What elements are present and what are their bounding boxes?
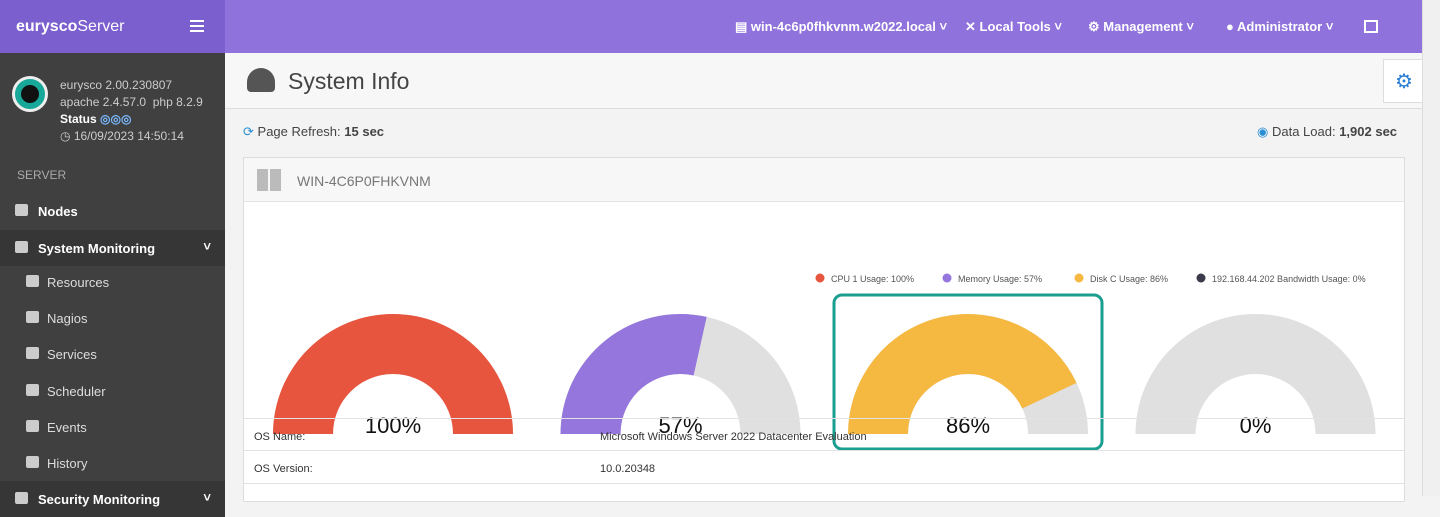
legend-label: Memory Usage: 57% — [958, 274, 1042, 284]
gauge-label: 100% — [365, 413, 421, 438]
page-title: System Info — [288, 68, 410, 94]
gauge-label: 57% — [658, 413, 702, 438]
nav-label: System Monitoring — [38, 241, 156, 256]
table-cell: OS Version: — [254, 463, 313, 475]
management-menu[interactable]: ⚙ Management ˅ — [1088, 19, 1194, 34]
nav-item[interactable]: Nagios — [0, 300, 225, 336]
gauge-value — [560, 314, 707, 434]
nav-label: Events — [47, 420, 87, 435]
chevron: ˅ — [203, 239, 211, 254]
status-label: Status — [60, 112, 97, 126]
main: System Info ⚙ ⟳ Page Refresh: 15 sec ◉ D… — [225, 53, 1425, 502]
admin-menu[interactable]: ● Administrator ˅ — [1226, 19, 1334, 34]
fullscreen-button[interactable] — [1364, 20, 1378, 33]
nav-item[interactable]: Services — [0, 336, 225, 372]
panel-header — [244, 158, 1404, 202]
title-bar — [225, 53, 1422, 109]
status-icons: ◎◎◎ — [100, 112, 132, 126]
nav-item[interactable]: Security Monitoring ˅ — [0, 481, 225, 517]
sidebar: eurysco 2.00.230807 apache 2.4.57.0 php … — [0, 53, 225, 517]
legend-label: CPU 1 Usage: 100% — [831, 274, 914, 284]
nav-icon — [15, 241, 28, 253]
nav-icon — [15, 204, 28, 216]
nav-label: Resources — [47, 275, 110, 290]
nav-label: Scheduler — [47, 384, 106, 399]
nav-label: Security Monitoring — [38, 492, 161, 507]
logo — [12, 76, 48, 112]
brand[interactable]: euryscoServer — [0, 0, 225, 53]
legend-swatch — [1074, 273, 1084, 283]
brand-bold: eurysco — [16, 18, 78, 35]
table-cell: 10.0.20348 — [600, 463, 656, 475]
legend-label: Disk C Usage: 86% — [1090, 274, 1168, 284]
gauge-value — [273, 314, 513, 434]
refresh-value: 15 sec — [344, 124, 385, 139]
gauges: CPU 1 Usage: 100% 100% Memory Usage: 57% 57… — [273, 273, 1376, 451]
timestamp: ◷ 16/09/2023 14:50:14 — [60, 129, 184, 143]
load-label: Data Load: — [1271, 124, 1336, 139]
nav-label: History — [47, 456, 88, 471]
table-row: OS Version: 10.0.20348 — [244, 451, 1404, 484]
nav-label: Services — [47, 347, 97, 362]
legend-swatch — [942, 273, 952, 283]
windows-icon — [257, 169, 281, 191]
info-table: OS Name: Microsoft Windows Server 2022 Da… — [244, 418, 1404, 484]
top-bar — [0, 0, 1422, 53]
status: Status ◎◎◎ — [60, 112, 131, 126]
nav-item[interactable]: Events — [0, 409, 225, 445]
timestamp-text: 16/09/2023 14:50:14 — [73, 129, 184, 143]
title-icon — [247, 68, 275, 92]
nav-label: Nodes — [38, 204, 78, 219]
menu-toggle[interactable] — [190, 20, 204, 32]
menu-label: Management — [1103, 19, 1183, 34]
host-heading: WIN-4C6P0FHKVNM — [297, 173, 431, 189]
nav-item[interactable]: History — [0, 445, 225, 481]
host: win-4c6p0fhkvnm.w2022.local — [750, 19, 936, 34]
gauge-label: 86% — [946, 413, 990, 438]
table-cell: Microsoft Windows Server 2022 Datacenter… — [600, 431, 867, 443]
nav-icon — [26, 275, 39, 287]
nav-icon — [15, 492, 28, 504]
gauge-label: 0% — [1240, 413, 1272, 438]
refresh-label: Page Refresh: — [257, 124, 341, 139]
host-menu[interactable]: ▤ win-4c6p0fhkvnm.w2022.local ˅ — [735, 19, 948, 34]
stack: apache 2.4.57.0 php 8.2.9 — [60, 95, 203, 109]
nav-icon — [26, 347, 39, 359]
gauge-track — [1135, 314, 1376, 434]
load-value: 1,902 sec — [1339, 124, 1398, 139]
legend-label: 192.168.44.202 Bandwidth Usage: 0% — [1212, 274, 1366, 284]
nav-label: Nagios — [47, 311, 88, 326]
legend-swatch — [815, 273, 825, 283]
nav-item[interactable]: Nodes — [0, 193, 225, 229]
nav-item[interactable]: System Monitoring ˅ — [0, 230, 225, 266]
page-refresh: ⟳ Page Refresh: 15 sec — [243, 124, 385, 139]
menu-label: Local Tools — [979, 19, 1051, 34]
nav-icon — [26, 311, 39, 323]
gauge-value — [848, 314, 1077, 434]
scrollbar[interactable] — [1422, 0, 1440, 496]
table-cell: OS Name: — [254, 431, 306, 443]
nav-item[interactable]: Scheduler — [0, 373, 225, 409]
menu-label: Administrator — [1236, 19, 1323, 34]
data-load: ◉ Data Load: 1,902 sec — [1257, 124, 1398, 139]
brand-light: Server — [77, 18, 125, 35]
chevron: ˅ — [203, 490, 211, 505]
settings-button[interactable]: ⚙ — [1383, 59, 1425, 103]
highlight-box — [832, 293, 1104, 451]
version: eurysco 2.00.230807 — [60, 78, 173, 92]
local-tools-menu[interactable]: ✕ Local Tools ˅ — [965, 19, 1062, 34]
nav-icon — [26, 420, 39, 432]
table-row: OS Name: Microsoft Windows Server 2022 Da… — [244, 418, 1404, 451]
legend-swatch — [1196, 273, 1206, 283]
nav-icon — [26, 384, 39, 396]
section-label: SERVER — [17, 168, 67, 182]
nav-item[interactable]: Resources — [0, 264, 225, 300]
nav-icon — [26, 456, 39, 468]
